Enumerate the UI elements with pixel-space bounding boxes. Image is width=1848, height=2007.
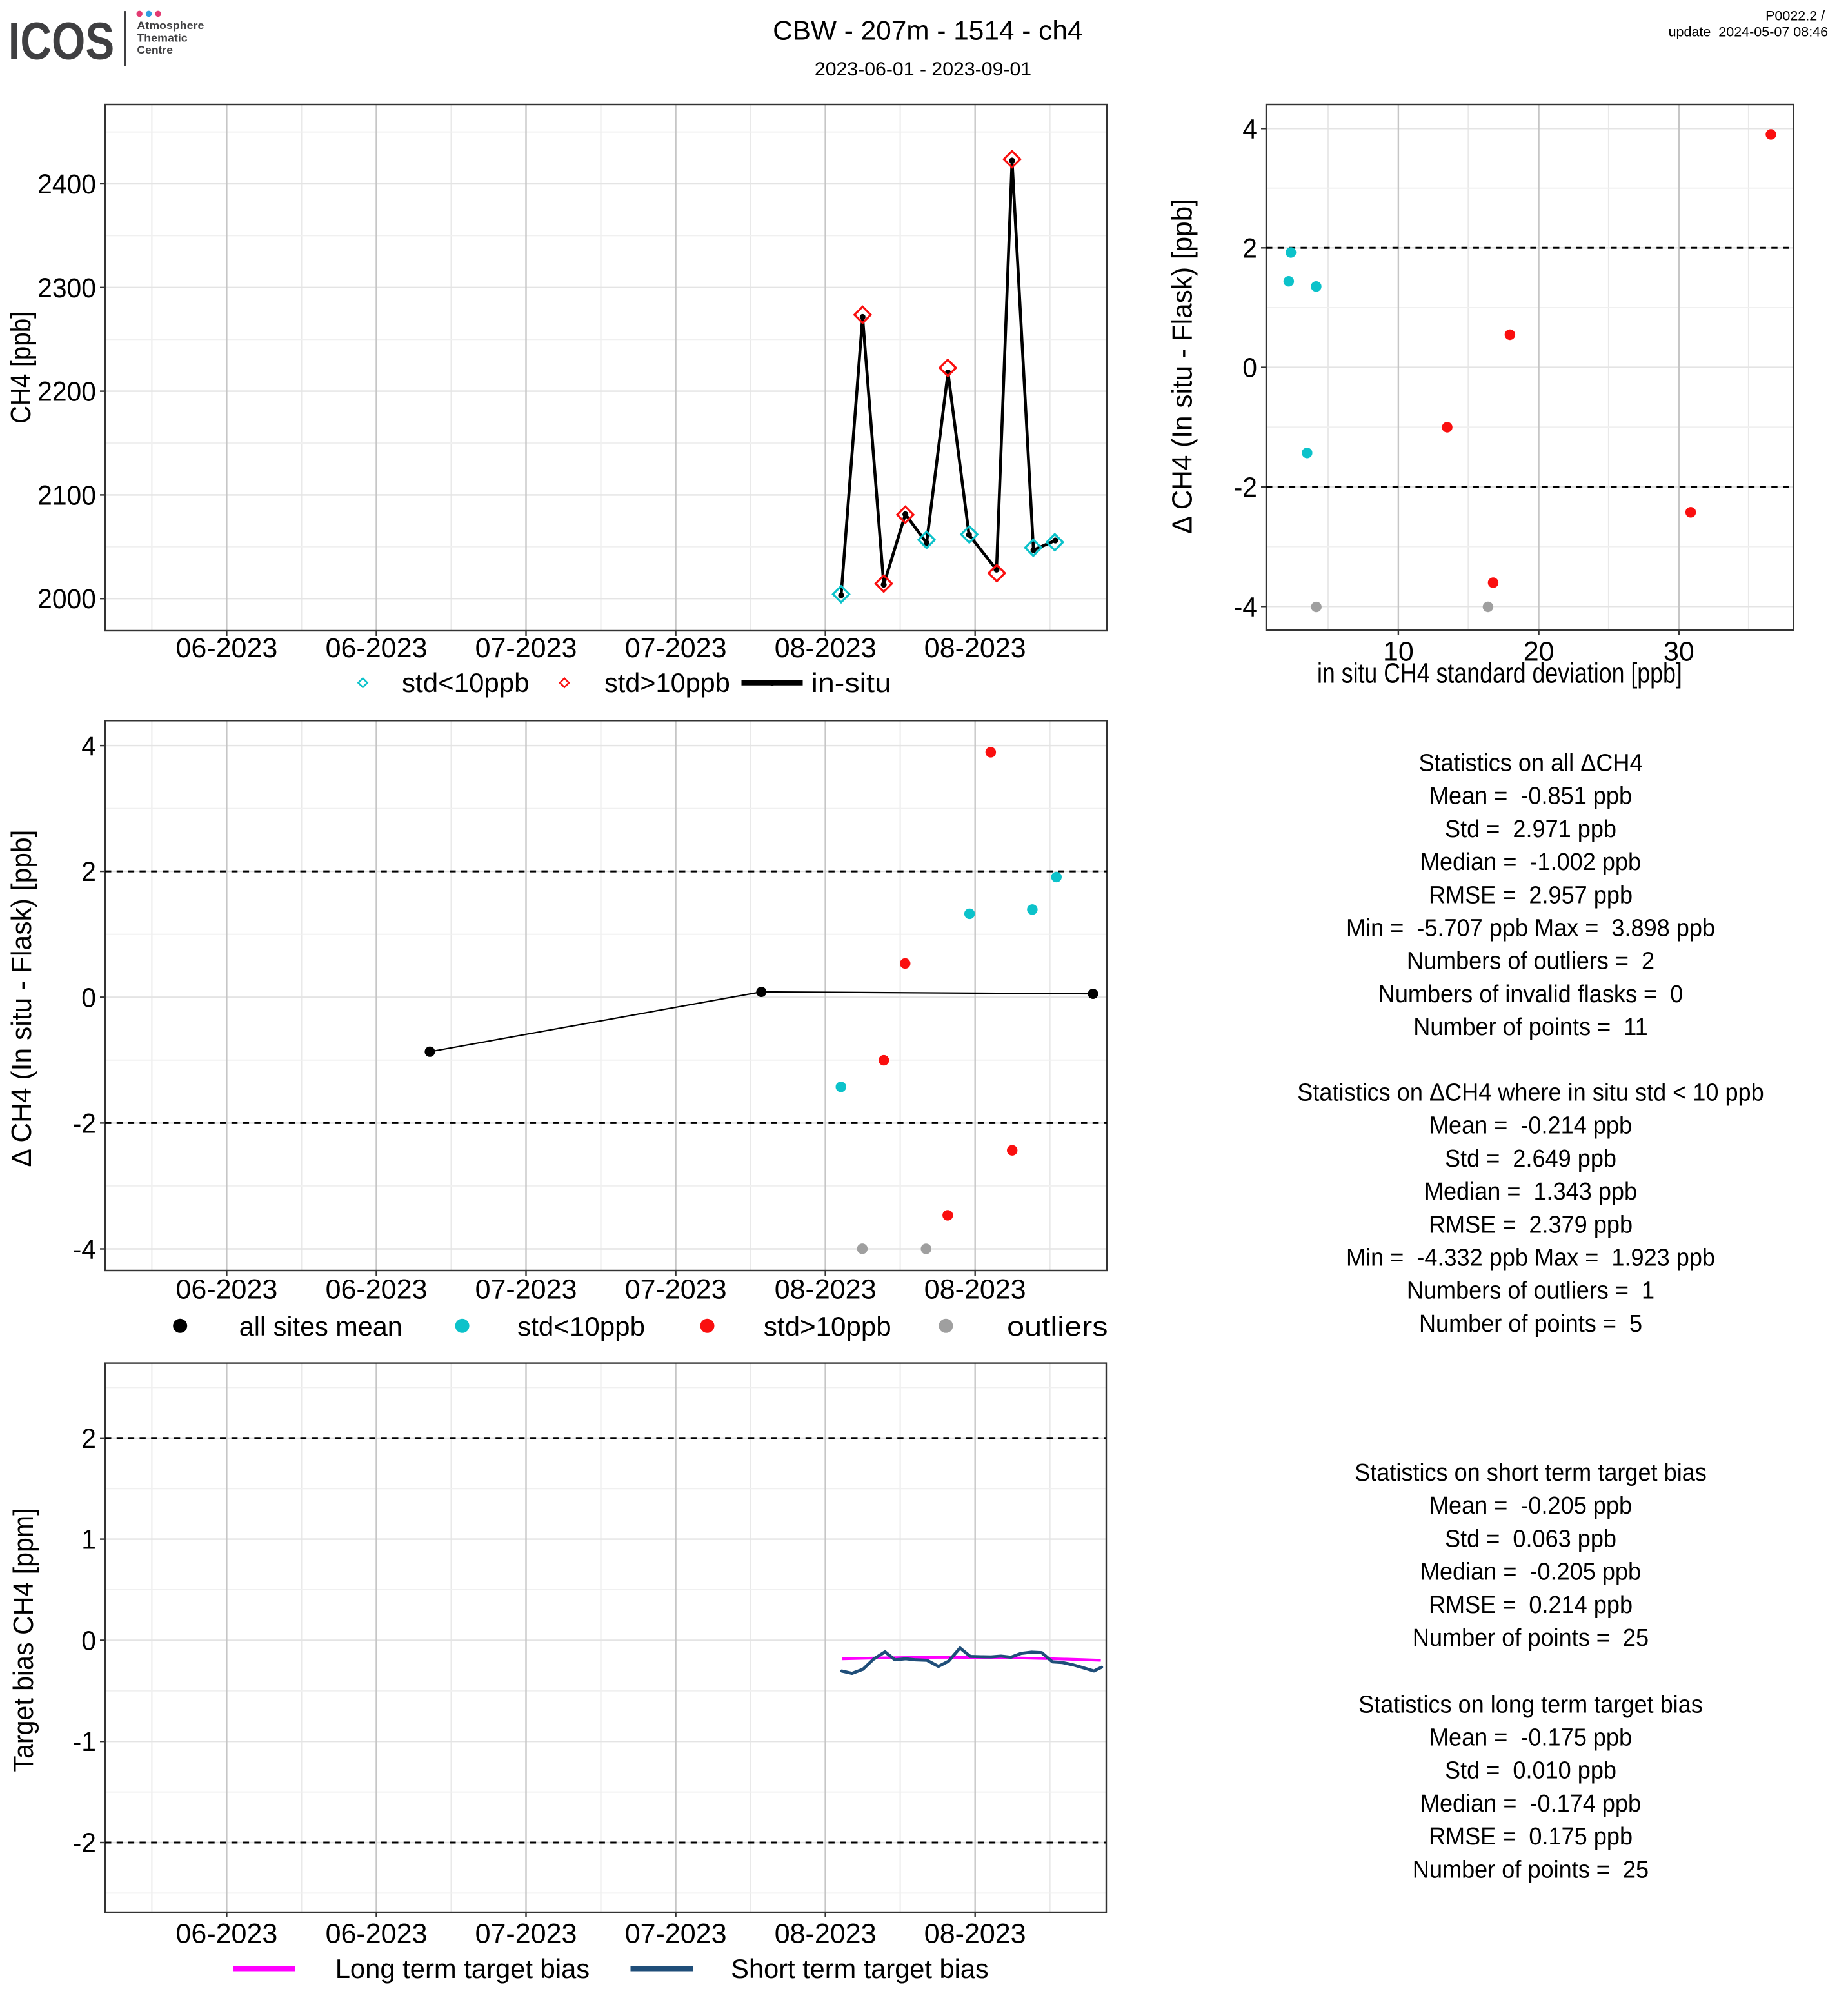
svg-text:08-2023: 08-2023	[924, 633, 1026, 664]
svg-text:Median = -0.205 ppb: Median = -0.205 ppb	[1420, 1559, 1641, 1586]
svg-text:2000: 2000	[37, 584, 96, 615]
svg-text:06-2023: 06-2023	[176, 1274, 278, 1305]
svg-text:-4: -4	[1234, 591, 1257, 622]
svg-text:std>10ppb: std>10ppb	[764, 1311, 891, 1341]
svg-text:Statistics on all ΔCH4: Statistics on all ΔCH4	[1418, 750, 1642, 777]
svg-text:Min = -4.332 ppb Max = 1.923: Min = -4.332 ppb Max = 1.923 ppb	[1346, 1245, 1715, 1272]
svg-text:outliers: outliers	[1007, 1311, 1108, 1341]
svg-text:07-2023: 07-2023	[625, 1274, 727, 1305]
svg-text:Thematic: Thematic	[137, 32, 187, 44]
svg-text:Δ CH4 (In situ - Flask) [ppb]: Δ CH4 (In situ - Flask) [ppb]	[6, 830, 37, 1167]
svg-text:0: 0	[81, 982, 96, 1013]
svg-text:07-2023: 07-2023	[625, 1918, 727, 1949]
svg-text:all sites mean: all sites mean	[239, 1311, 402, 1341]
svg-text:0: 0	[81, 1625, 96, 1656]
svg-text:Std = 2.649 ppb: Std = 2.649 ppb	[1445, 1145, 1616, 1172]
svg-text:Min = -5.707 ppb Max = 3.898: Min = -5.707 ppb Max = 3.898 ppb	[1346, 915, 1715, 942]
svg-text:ICOS: ICOS	[8, 12, 115, 71]
svg-text:Mean = -0.205 ppb: Mean = -0.205 ppb	[1429, 1492, 1632, 1519]
svg-text:08-2023: 08-2023	[775, 1918, 877, 1949]
svg-text:std<10ppb: std<10ppb	[517, 1311, 645, 1341]
svg-text:Median = 1.343 ppb: Median = 1.343 ppb	[1424, 1178, 1637, 1205]
svg-text:RMSE = 0.175 ppb: RMSE = 0.175 ppb	[1429, 1823, 1633, 1850]
svg-text:06-2023: 06-2023	[176, 1918, 278, 1949]
svg-text:2: 2	[1242, 233, 1257, 264]
svg-text:2: 2	[81, 856, 96, 887]
svg-text:Statistics on long term target: Statistics on long term target bias	[1358, 1691, 1703, 1718]
svg-text:Median = -0.174 ppb: Median = -0.174 ppb	[1420, 1790, 1641, 1817]
svg-text:2: 2	[81, 1423, 96, 1454]
svg-text:Atmosphere: Atmosphere	[137, 20, 204, 32]
svg-text:Mean = -0.214 ppb: Mean = -0.214 ppb	[1429, 1112, 1632, 1140]
svg-text:Std = 2.971 ppb: Std = 2.971 ppb	[1445, 816, 1616, 843]
svg-text:4: 4	[1242, 114, 1257, 144]
svg-text:2200: 2200	[37, 377, 96, 408]
svg-text:06-2023: 06-2023	[326, 633, 428, 664]
svg-text:CH4 [ppb]: CH4 [ppb]	[5, 311, 37, 424]
svg-text:-2: -2	[73, 1828, 96, 1859]
svg-text:std>10ppb: std>10ppb	[604, 667, 730, 698]
svg-text:08-2023: 08-2023	[924, 1918, 1026, 1949]
svg-text:07-2023: 07-2023	[625, 633, 727, 664]
svg-text:10: 10	[1383, 637, 1414, 667]
svg-text:4: 4	[81, 731, 96, 762]
svg-text:07-2023: 07-2023	[475, 1918, 577, 1949]
svg-text:Number of points = 25: Number of points = 25	[1413, 1856, 1649, 1883]
svg-text:-2: -2	[1234, 472, 1257, 503]
svg-text:07-2023: 07-2023	[475, 633, 577, 664]
svg-text:-4: -4	[73, 1234, 96, 1265]
svg-text:Numbers of invalid flasks = 0: Numbers of invalid flasks = 0	[1378, 981, 1684, 1008]
svg-text:Number of points = 5: Number of points = 5	[1419, 1310, 1642, 1338]
svg-text:2400: 2400	[37, 169, 96, 200]
svg-text:06-2023: 06-2023	[326, 1274, 428, 1305]
svg-text:Centre: Centre	[137, 44, 173, 56]
svg-text:08-2023: 08-2023	[924, 1274, 1026, 1305]
svg-text:20: 20	[1524, 637, 1555, 667]
svg-text:1: 1	[81, 1525, 96, 1556]
svg-text:Statistics on short term targe: Statistics on short term target bias	[1355, 1459, 1707, 1487]
svg-text:Numbers of outliers = 1: Numbers of outliers = 1	[1407, 1278, 1654, 1305]
svg-text:Short term target bias: Short term target bias	[731, 1953, 988, 1984]
svg-text:-1: -1	[73, 1726, 96, 1757]
svg-text:update 2024-05-07 08:46: update 2024-05-07 08:46	[1669, 25, 1829, 40]
svg-text:Number of points = 11: Number of points = 11	[1413, 1014, 1648, 1041]
svg-text:P0022.2 /: P0022.2 /	[1765, 8, 1825, 24]
svg-text:in situ CH4 standard deviation: in situ CH4 standard deviation [ppb]	[1317, 658, 1682, 689]
svg-text:Long term target bias: Long term target bias	[335, 1953, 590, 1984]
svg-text:06-2023: 06-2023	[326, 1918, 428, 1949]
svg-text:Statistics on ΔCH4 where in si: Statistics on ΔCH4 where in situ std < 1…	[1297, 1080, 1764, 1107]
svg-text:Δ CH4 (In situ - Flask) [ppb]: Δ CH4 (In situ - Flask) [ppb]	[1167, 199, 1198, 534]
svg-text:08-2023: 08-2023	[775, 633, 877, 664]
svg-text:Numbers of outliers = 2: Numbers of outliers = 2	[1407, 948, 1654, 975]
svg-text:08-2023: 08-2023	[775, 1274, 877, 1305]
svg-text:CBW - 207m - 1514 - ch4: CBW - 207m - 1514 - ch4	[773, 15, 1082, 46]
svg-text:Mean = -0.851 ppb: Mean = -0.851 ppb	[1429, 783, 1632, 810]
svg-text:07-2023: 07-2023	[475, 1274, 577, 1305]
svg-text:0: 0	[1242, 353, 1257, 384]
svg-text:-2: -2	[73, 1108, 96, 1139]
svg-text:30: 30	[1664, 637, 1694, 667]
svg-text:std<10ppb: std<10ppb	[402, 667, 530, 698]
svg-text:06-2023: 06-2023	[176, 633, 278, 664]
svg-text:2100: 2100	[37, 480, 96, 511]
svg-text:RMSE = 2.379 ppb: RMSE = 2.379 ppb	[1429, 1211, 1633, 1238]
svg-text:Number of points = 25: Number of points = 25	[1413, 1625, 1649, 1652]
svg-text:Median = -1.002 ppb: Median = -1.002 ppb	[1420, 849, 1641, 876]
svg-text:in-situ: in-situ	[811, 667, 891, 698]
svg-text:RMSE = 0.214 ppb: RMSE = 0.214 ppb	[1429, 1592, 1633, 1619]
svg-text:Std = 0.010 ppb: Std = 0.010 ppb	[1445, 1757, 1616, 1785]
svg-text:Mean = -0.175 ppb: Mean = -0.175 ppb	[1429, 1725, 1632, 1752]
svg-text:2300: 2300	[37, 273, 96, 304]
svg-text:Std = 0.063 ppb: Std = 0.063 ppb	[1445, 1525, 1616, 1552]
svg-text:Target bias CH4 [ppm]: Target bias CH4 [ppm]	[8, 1508, 39, 1772]
svg-text:2023-06-01 - 2023-09-01: 2023-06-01 - 2023-09-01	[815, 59, 1031, 80]
svg-text:RMSE = 2.957 ppb: RMSE = 2.957 ppb	[1429, 882, 1633, 909]
